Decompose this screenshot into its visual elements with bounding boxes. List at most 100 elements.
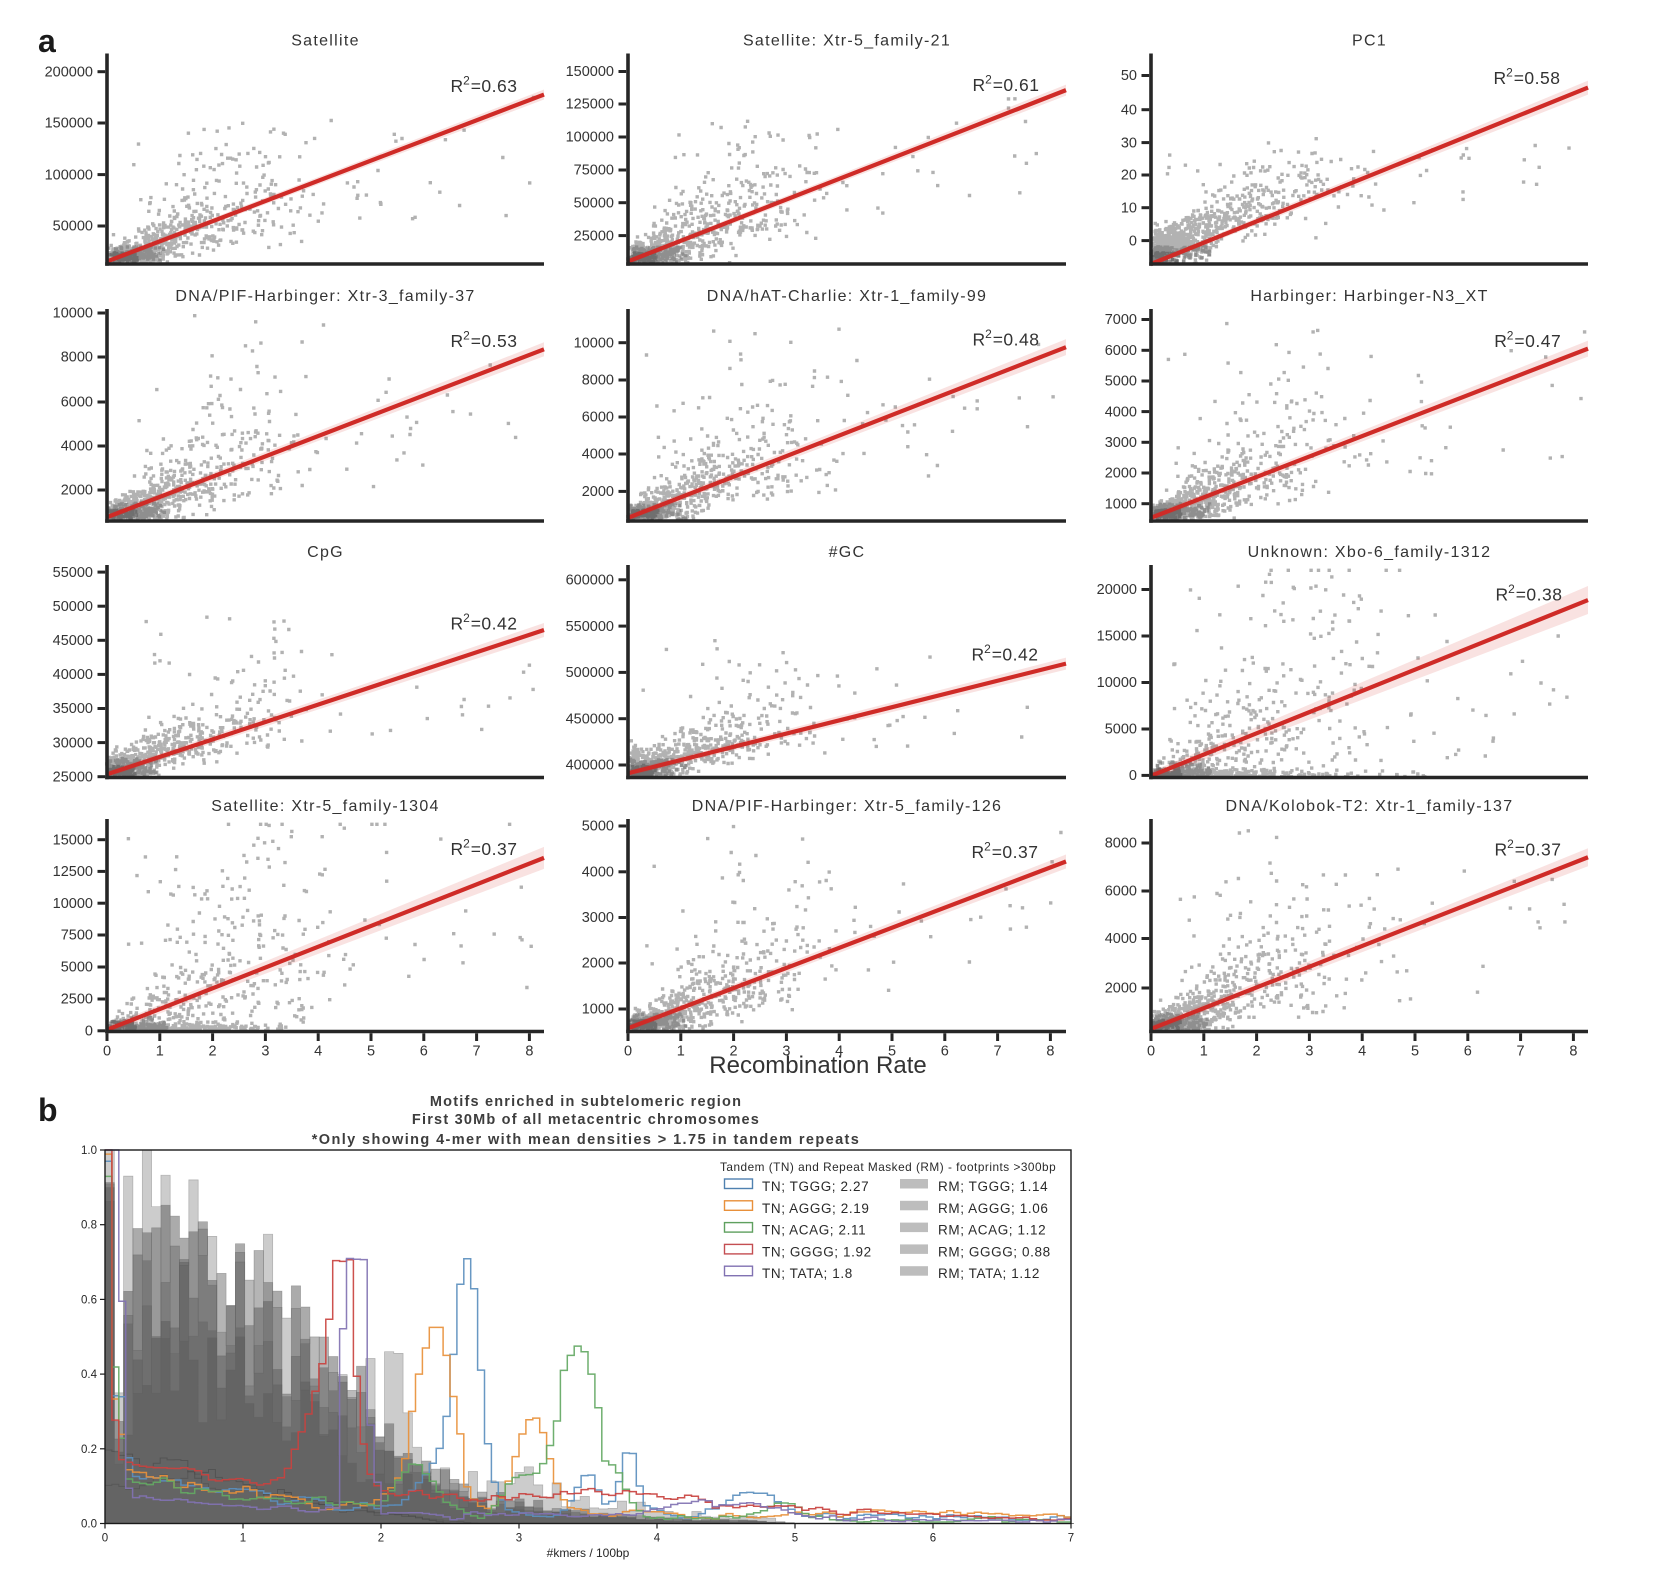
svg-text:10000: 10000: [53, 306, 93, 322]
svg-text:3: 3: [782, 1044, 790, 1060]
svg-text:3000: 3000: [1105, 435, 1137, 451]
svg-text:R: R: [972, 644, 985, 664]
svg-text:0: 0: [102, 1533, 108, 1545]
svg-text:DNA/PIF-Harbinger: Xtr-3_famil: DNA/PIF-Harbinger: Xtr-3_family-37: [175, 288, 475, 305]
svg-text:R: R: [1496, 585, 1509, 605]
svg-text:3: 3: [1305, 1044, 1313, 1060]
svg-text:6: 6: [930, 1533, 936, 1545]
svg-text:Motifs enriched in subtelomeri: Motifs enriched in subtelomeric region: [430, 1094, 742, 1110]
svg-text:1000: 1000: [1105, 496, 1137, 512]
svg-text:a: a: [38, 23, 56, 59]
svg-text:6000: 6000: [1105, 884, 1137, 900]
svg-text:R: R: [973, 330, 986, 350]
svg-text:7: 7: [1068, 1533, 1074, 1545]
svg-text:20000: 20000: [1097, 582, 1137, 598]
svg-text:7: 7: [473, 1044, 481, 1060]
svg-text:2: 2: [985, 73, 992, 87]
svg-text:DNA/Kolobok-T2: Xtr-1_family-1: DNA/Kolobok-T2: Xtr-1_family-137: [1226, 798, 1514, 815]
svg-text:2: 2: [1506, 66, 1513, 80]
svg-text:=0.37: =0.37: [471, 839, 518, 859]
svg-text:100000: 100000: [45, 167, 93, 183]
svg-text:2: 2: [1507, 329, 1514, 343]
svg-text:5: 5: [888, 1044, 896, 1060]
svg-text:125000: 125000: [566, 97, 614, 113]
svg-text:R: R: [1494, 331, 1507, 351]
svg-text:8: 8: [1569, 1044, 1577, 1060]
svg-text:=0.48: =0.48: [993, 330, 1040, 350]
svg-text:Satellite: Xtr-5_family-21: Satellite: Xtr-5_family-21: [743, 33, 951, 50]
svg-text:10000: 10000: [53, 896, 93, 912]
svg-text:30000: 30000: [53, 735, 93, 751]
svg-text:25000: 25000: [53, 769, 93, 785]
svg-text:R: R: [1494, 68, 1507, 88]
svg-text:R: R: [451, 76, 464, 96]
svg-text:=0.53: =0.53: [471, 331, 518, 351]
svg-text:6: 6: [941, 1044, 949, 1060]
svg-text:#kmers / 100bp: #kmers / 100bp: [547, 1546, 630, 1560]
svg-text:=0.61: =0.61: [993, 75, 1040, 95]
svg-text:550000: 550000: [566, 619, 614, 635]
svg-text:Recombination Rate: Recombination Rate: [709, 1052, 926, 1079]
svg-text:5: 5: [1411, 1044, 1419, 1060]
svg-text:12500: 12500: [53, 864, 93, 880]
svg-text:2: 2: [730, 1044, 738, 1060]
svg-text:7: 7: [1517, 1044, 1525, 1060]
svg-text:=0.47: =0.47: [1514, 331, 1561, 351]
svg-text:2: 2: [209, 1044, 217, 1060]
svg-text:500000: 500000: [566, 665, 614, 681]
svg-text:Satellite: Satellite: [291, 33, 360, 50]
svg-text:400000: 400000: [566, 758, 614, 774]
svg-text:2: 2: [1507, 837, 1514, 851]
svg-text:6: 6: [1464, 1044, 1472, 1060]
svg-text:5000: 5000: [61, 960, 93, 976]
svg-text:=0.37: =0.37: [1515, 840, 1562, 860]
svg-text:TN; TGGG; 2.27: TN; TGGG; 2.27: [762, 1179, 869, 1194]
svg-text:TN; GGGG; 1.92: TN; GGGG; 1.92: [762, 1244, 872, 1259]
svg-text:*Only showing 4-mer with mean: *Only showing 4-mer with mean densities …: [312, 1132, 861, 1148]
svg-text:DNA/hAT-Charlie: Xtr-1_family-: DNA/hAT-Charlie: Xtr-1_family-99: [707, 288, 987, 305]
svg-text:45000: 45000: [53, 633, 93, 649]
svg-text:5: 5: [792, 1533, 798, 1545]
svg-text:0: 0: [1147, 1044, 1155, 1060]
svg-text:55000: 55000: [53, 565, 93, 581]
svg-text:2: 2: [1253, 1044, 1261, 1060]
svg-text:R: R: [972, 842, 985, 862]
svg-text:5000: 5000: [582, 819, 614, 835]
svg-text:4000: 4000: [582, 447, 614, 463]
svg-text:=0.42: =0.42: [992, 644, 1039, 664]
svg-text:=0.42: =0.42: [471, 614, 518, 634]
svg-text:10: 10: [1121, 200, 1137, 216]
svg-text:1: 1: [240, 1533, 246, 1545]
svg-text:0.4: 0.4: [81, 1369, 98, 1381]
svg-text:=0.37: =0.37: [992, 842, 1039, 862]
svg-text:2000: 2000: [582, 484, 614, 500]
svg-text:40000: 40000: [53, 667, 93, 683]
svg-text:10000: 10000: [574, 335, 614, 351]
svg-text:6: 6: [420, 1044, 428, 1060]
svg-text:Satellite: Xtr-5_family-1304: Satellite: Xtr-5_family-1304: [211, 798, 440, 815]
svg-text:75000: 75000: [574, 163, 614, 179]
svg-text:100000: 100000: [566, 130, 614, 146]
svg-text:450000: 450000: [566, 711, 614, 727]
svg-text:2: 2: [463, 329, 470, 343]
svg-text:0.6: 0.6: [81, 1294, 97, 1306]
svg-text:0: 0: [1129, 768, 1137, 784]
svg-text:7: 7: [994, 1044, 1002, 1060]
svg-text:7500: 7500: [61, 928, 93, 944]
svg-text:0: 0: [85, 1024, 93, 1040]
svg-text:0.8: 0.8: [81, 1220, 97, 1232]
svg-text:5000: 5000: [1105, 722, 1137, 738]
svg-text:7000: 7000: [1105, 312, 1137, 328]
svg-text:TN; TATA; 1.8: TN; TATA; 1.8: [762, 1266, 853, 1281]
svg-text:RM; GGGG; 0.88: RM; GGGG; 0.88: [938, 1244, 1051, 1259]
svg-text:PC1: PC1: [1352, 33, 1387, 50]
svg-text:1: 1: [1200, 1044, 1208, 1060]
svg-text:50000: 50000: [53, 599, 93, 615]
svg-text:4: 4: [654, 1533, 661, 1545]
svg-text:4: 4: [835, 1044, 843, 1060]
svg-text:2000: 2000: [1105, 981, 1137, 997]
svg-text:R: R: [973, 75, 986, 95]
svg-text:0.0: 0.0: [81, 1519, 97, 1531]
svg-text:TN; AGGG; 2.19: TN; AGGG; 2.19: [762, 1201, 869, 1216]
svg-text:2: 2: [463, 74, 470, 88]
